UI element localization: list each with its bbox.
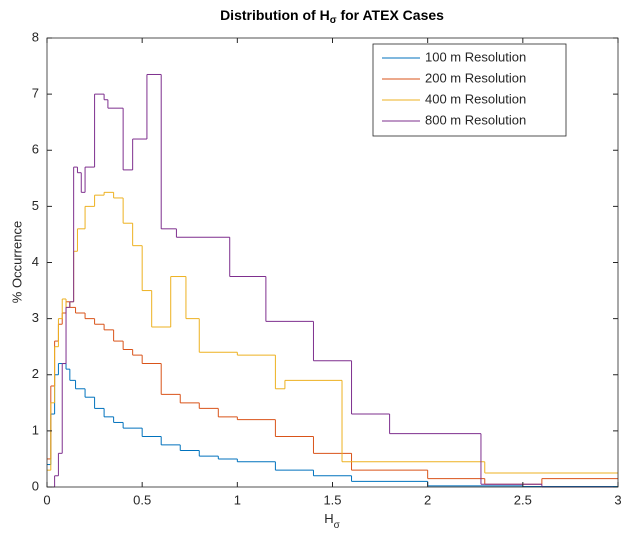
y-tick-label: 8 xyxy=(32,29,39,44)
y-tick-label: 2 xyxy=(32,366,39,381)
x-label-subscript: σ xyxy=(334,520,341,531)
y-tick-label: 4 xyxy=(32,254,39,269)
y-tick-label: 7 xyxy=(32,86,39,101)
legend-label: 100 m Resolution xyxy=(425,49,526,64)
x-tick-label: 3 xyxy=(614,492,621,507)
title-text: Distribution of H xyxy=(220,7,330,23)
x-axis-label: Hσ xyxy=(324,511,340,530)
y-axis-label: % Occurrence xyxy=(9,221,24,303)
x-tick-label: 0 xyxy=(43,492,50,507)
y-tick-label: 5 xyxy=(32,198,39,213)
x-tick-label: 2 xyxy=(424,492,431,507)
legend-label: 800 m Resolution xyxy=(425,112,526,127)
y-tick-label: 1 xyxy=(32,422,39,437)
y-tick-label: 6 xyxy=(32,142,39,157)
series xyxy=(47,191,618,474)
x-label-text: H xyxy=(324,511,333,526)
x-tick-label: 1 xyxy=(234,492,241,507)
legend-label: 200 m Resolution xyxy=(425,70,526,85)
title-text: for ATEX Cases xyxy=(337,7,445,23)
x-tick-label: 0.5 xyxy=(133,492,151,507)
y-tick-label: 0 xyxy=(32,478,39,493)
chart-title: Distribution of Hσ for ATEX Cases xyxy=(220,7,444,26)
legend-label: 400 m Resolution xyxy=(425,91,526,106)
x-tick-label: 1.5 xyxy=(323,492,341,507)
x-tick-label: 2.5 xyxy=(514,492,532,507)
title-subscript: σ xyxy=(330,15,337,26)
y-tick-label: 3 xyxy=(32,310,39,325)
legend: 100 m Resolution 200 m Resolution 400 m Re… xyxy=(372,43,567,137)
